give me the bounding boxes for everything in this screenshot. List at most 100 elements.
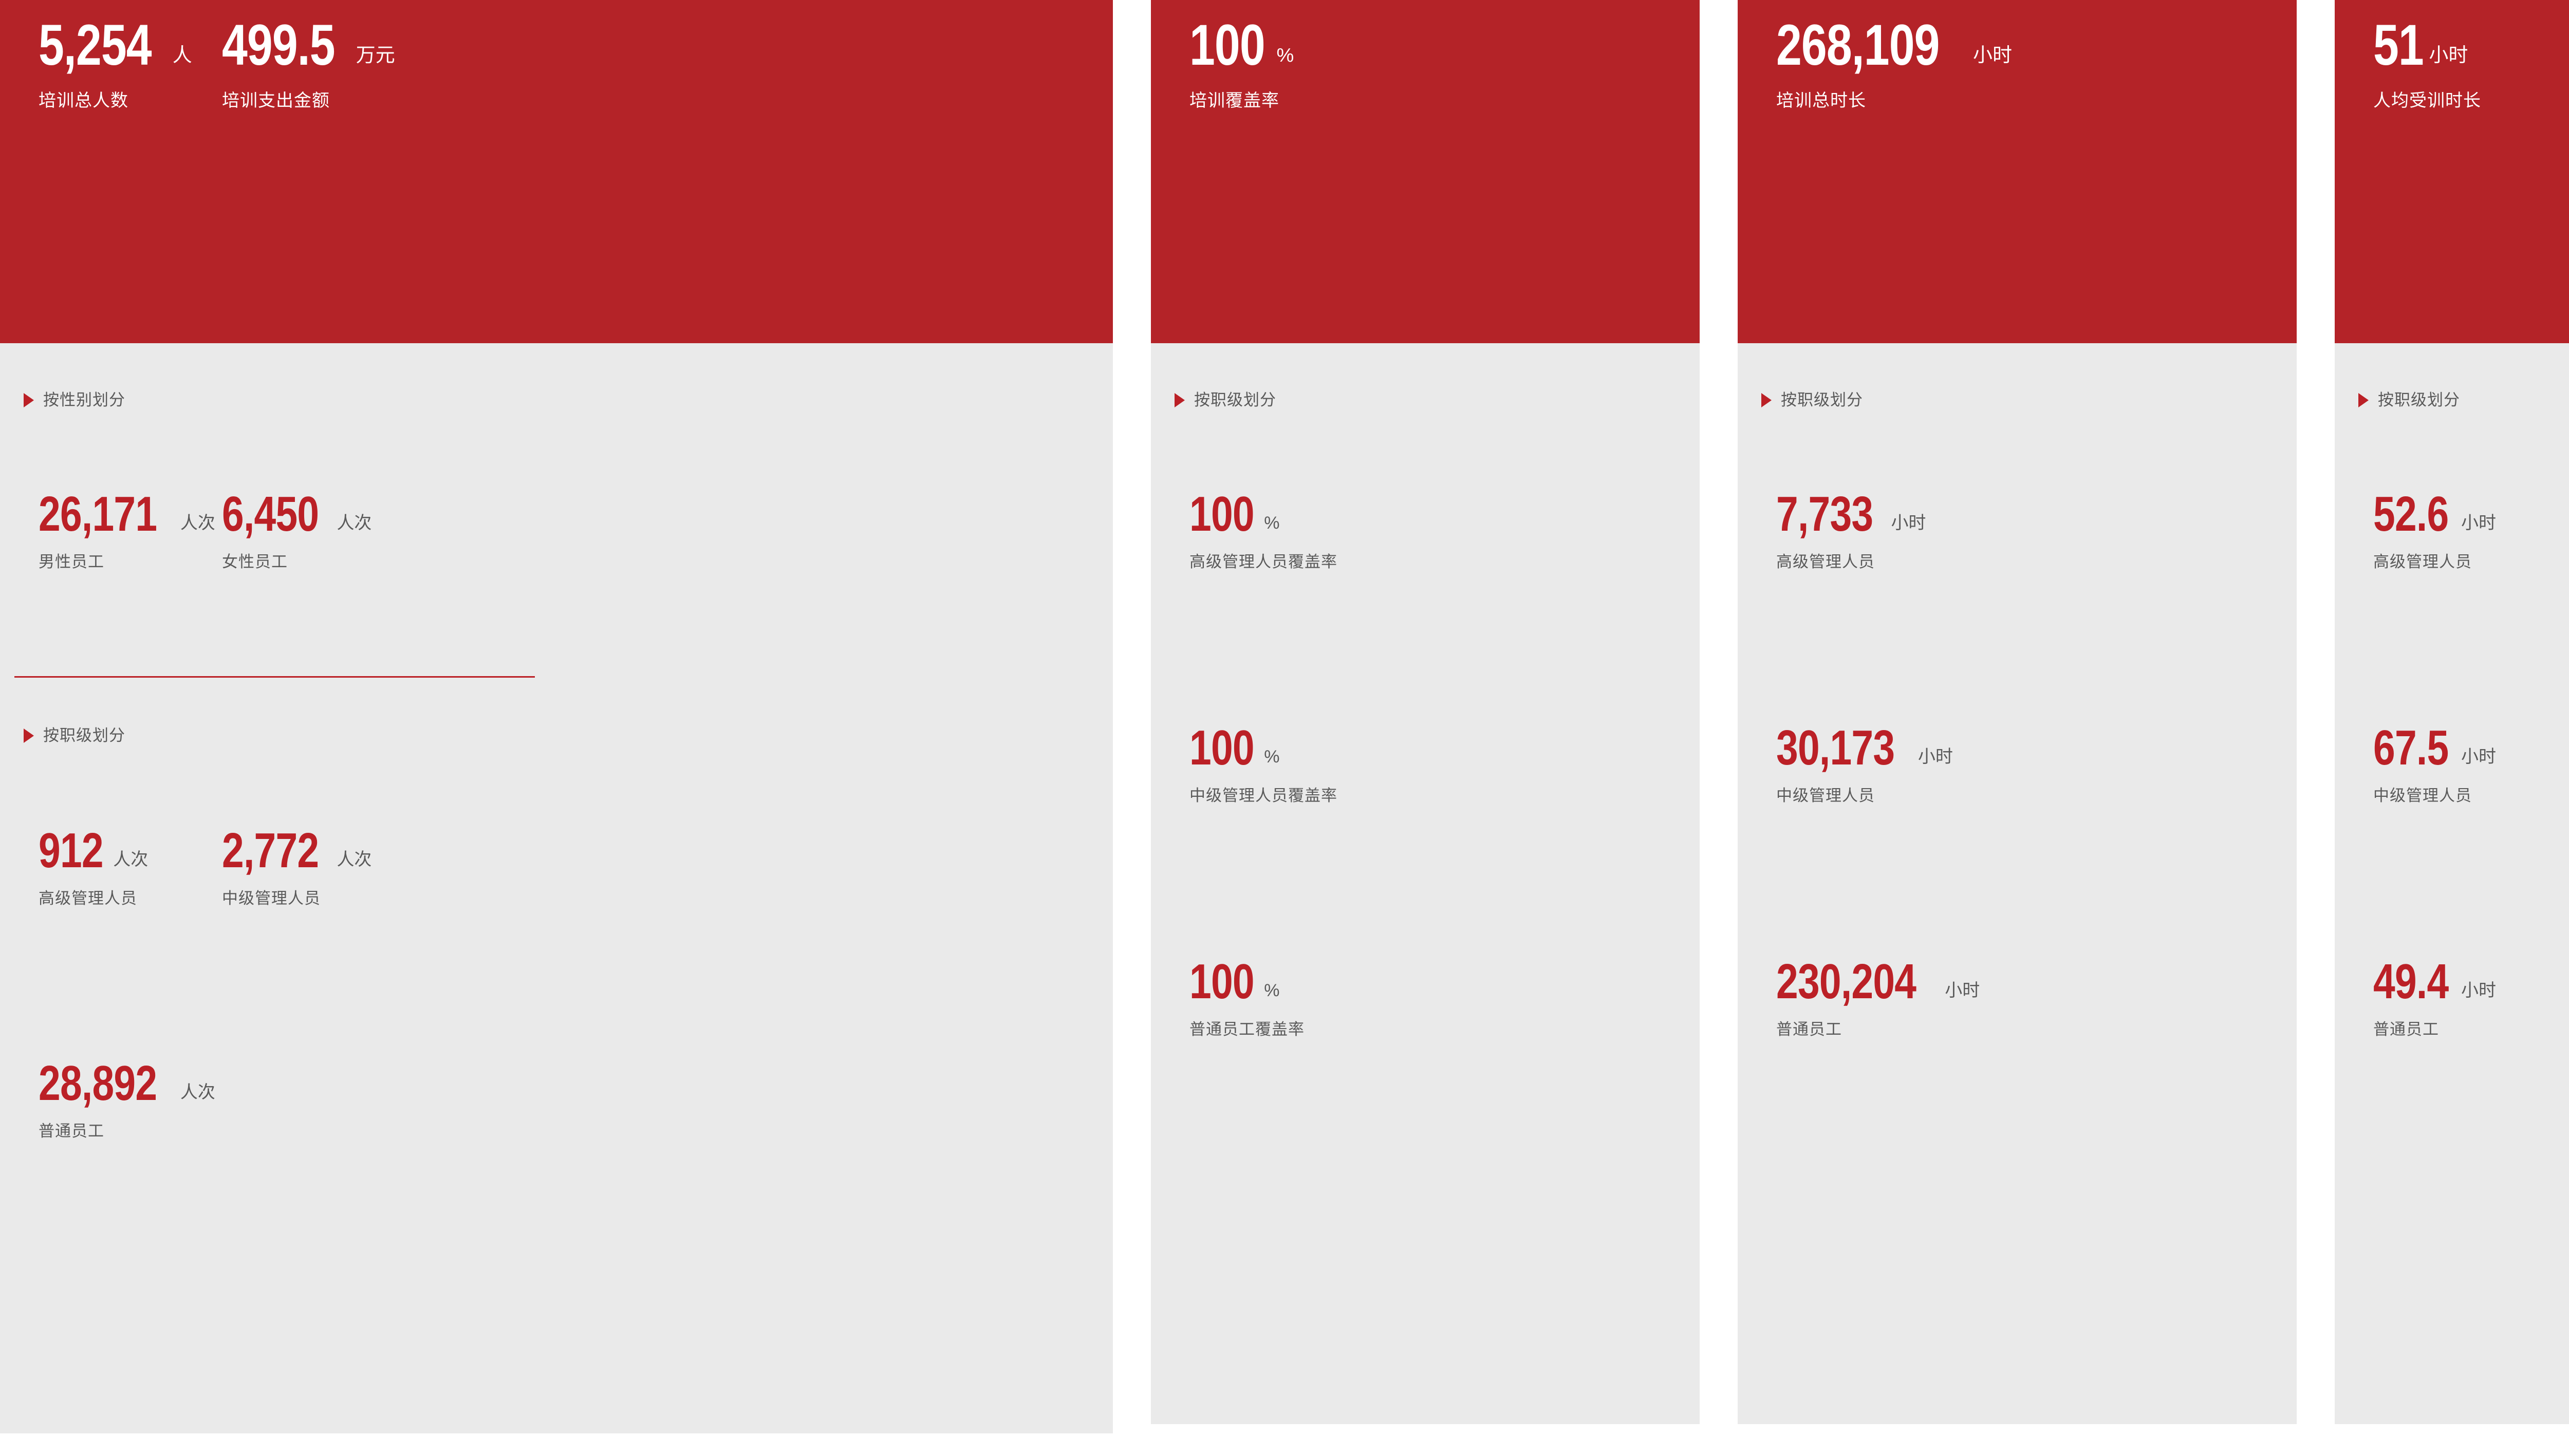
panel-gap [1700, 0, 1738, 5]
metric-unit: % [1264, 513, 1280, 533]
section-label: 按职级划分 [43, 726, 125, 744]
metric-caption: 高级管理人员 [2373, 553, 2472, 571]
panel-total-training-hours: 268,109 小时 培训总时长 按职级划分 7,733 小时 高级管理人员 30,… [1738, 0, 2297, 1424]
metric-unit: 小时 [2461, 981, 2497, 1000]
metric-total-trainees: 5,254 人 培训总人数 [39, 13, 192, 110]
metric-unit: 小时 [1945, 981, 1980, 1000]
metric-value: 28,892 [39, 1056, 157, 1111]
section-heading-by-rank: 按职级划分 [24, 727, 125, 743]
metric-unit: 小时 [1918, 747, 1953, 767]
metric-value: 52.6 [2373, 487, 2449, 542]
metric-general-employees: 28,892 人次 普通员工 [39, 1056, 215, 1141]
metric-unit: 人次 [337, 513, 372, 533]
metric-unit: 小时 [2461, 747, 2497, 767]
metric-unit: 小时 [1891, 513, 1926, 533]
triangle-marker-icon [24, 728, 34, 743]
panel-gap [2297, 0, 2335, 5]
metric-value: 100 [1189, 720, 1255, 775]
metric-value: 230,204 [1776, 954, 1916, 1009]
panel-header-total-trainees: 5,254 人 培训总人数 499.5 万元 培训支出金额 [0, 0, 1113, 343]
metric-general-employees-hours: 230,204 小时 普通员工 [1776, 954, 1980, 1039]
metric-average-training-hours: 51 小时 人均受训时长 [2373, 13, 2481, 110]
metric-caption: 普通员工 [1776, 1020, 1842, 1039]
metric-male-employees: 26,171 人次 男性员工 [39, 487, 215, 571]
metric-unit: 人次 [180, 1082, 215, 1102]
metric-unit: 小时 [2429, 45, 2468, 66]
metric-value: 100 [1189, 487, 1255, 542]
metric-senior-management: 912 人次 高级管理人员 [39, 823, 148, 908]
metric-general-employees-coverage: 100% 普通员工覆盖率 [1189, 954, 1305, 1039]
panel-header-average-training-hours: 51 小时 人均受训时长 [2335, 0, 2569, 343]
metric-training-coverage-rate: 100% 培训覆盖率 [1189, 13, 1294, 110]
metric-middle-management-avg-hours: 67.5 小时 中级管理人员 [2373, 720, 2497, 805]
metric-caption: 人均受训时长 [2373, 90, 2481, 110]
metric-value: 268,109 [1776, 13, 1940, 77]
metric-general-employees-avg-hours: 49.4 小时 普通员工 [2373, 954, 2497, 1039]
metric-caption: 普通员工 [2373, 1020, 2439, 1039]
section-label: 按性别划分 [43, 391, 125, 409]
section-label: 按职级划分 [1781, 391, 1863, 409]
metric-caption: 高级管理人员 [39, 889, 137, 908]
triangle-marker-icon [1761, 393, 1772, 407]
metric-unit: 人次 [113, 850, 148, 869]
metric-value: 5,254 [39, 13, 152, 77]
metric-unit: 人 [172, 45, 192, 66]
panel-total-trainees: 5,254 人 培训总人数 499.5 万元 培训支出金额 按性别划分 26,171… [0, 0, 1113, 1433]
metric-caption: 培训支出金额 [222, 90, 330, 110]
metric-caption: 培训总时长 [1776, 90, 1866, 110]
section-label: 按职级划分 [2378, 391, 2460, 409]
metric-value: 67.5 [2373, 720, 2449, 775]
section-heading-by-rank: 按职级划分 [1175, 392, 1276, 408]
section-heading-by-rank: 按职级划分 [1761, 392, 1863, 408]
metric-unit: 人次 [180, 513, 215, 533]
metric-value: 7,733 [1776, 487, 1873, 542]
panel-average-training-hours: 51 小时 人均受训时长 按职级划分 52.6 小时 高级管理人员 67.5 小时 中… [2335, 0, 2569, 1424]
metric-middle-management-hours: 30,173 小时 中级管理人员 [1776, 720, 1953, 804]
triangle-marker-icon [24, 393, 34, 407]
metric-caption: 男性员工 [39, 553, 104, 571]
metric-senior-management-coverage: 100% 高级管理人员覆盖率 [1189, 487, 1337, 571]
metric-senior-management-hours: 7,733 小时 高级管理人员 [1776, 487, 1926, 571]
metric-senior-management-avg-hours: 52.6 小时 高级管理人员 [2373, 487, 2496, 571]
metric-middle-management-coverage: 100% 中级管理人员覆盖率 [1189, 720, 1337, 805]
metric-caption: 培训总人数 [39, 90, 128, 110]
metric-caption: 高级管理人员覆盖率 [1189, 553, 1337, 571]
metric-total-training-hours: 268,109 小时 培训总时长 [1776, 13, 2013, 110]
metric-caption: 中级管理人员 [2373, 787, 2472, 805]
metric-value: 51 [2373, 13, 2424, 77]
metric-unit: % [1276, 45, 1294, 66]
metric-unit: 人次 [337, 850, 372, 869]
metric-unit: 小时 [1973, 45, 2013, 66]
metric-value: 100 [1189, 13, 1265, 77]
metric-female-employees: 6,450 人次 女性员工 [222, 487, 372, 571]
section-heading-by-rank: 按职级划分 [2358, 392, 2460, 408]
metric-value: 26,171 [39, 487, 157, 542]
metric-value: 49.4 [2373, 954, 2449, 1009]
panel-gap [1113, 0, 1151, 5]
panel-header-training-coverage: 100% 培训覆盖率 [1151, 0, 1700, 343]
metric-unit: 万元 [356, 45, 395, 66]
triangle-marker-icon [1175, 393, 1185, 407]
metric-caption: 高级管理人员 [1776, 553, 1875, 571]
metric-caption: 普通员工 [39, 1122, 104, 1141]
metric-caption: 普通员工覆盖率 [1189, 1020, 1305, 1039]
metric-caption: 女性员工 [222, 553, 288, 571]
panel-training-coverage: 100% 培训覆盖率 按职级划分 100% 高级管理人员覆盖率 100% 中级管… [1151, 0, 1700, 1424]
metric-value: 30,173 [1776, 720, 1895, 775]
metric-training-expenditure: 499.5 万元 培训支出金额 [222, 16, 395, 110]
metric-value: 912 [39, 823, 104, 878]
triangle-marker-icon [2358, 393, 2369, 407]
panel-header-total-training-hours: 268,109 小时 培训总时长 [1738, 0, 2297, 343]
section-divider [14, 676, 535, 678]
metric-value: 6,450 [222, 487, 319, 542]
metric-value: 2,772 [222, 823, 319, 878]
metric-unit: % [1264, 981, 1280, 1000]
section-heading-by-gender: 按性别划分 [24, 392, 125, 408]
metric-caption: 中级管理人员覆盖率 [1189, 787, 1337, 805]
metric-value: 100 [1189, 954, 1255, 1009]
metric-caption: 培训覆盖率 [1189, 90, 1279, 110]
metric-middle-management: 2,772 人次 中级管理人员 [222, 823, 372, 908]
metric-caption: 中级管理人员 [222, 889, 321, 908]
section-label: 按职级划分 [1194, 391, 1276, 409]
